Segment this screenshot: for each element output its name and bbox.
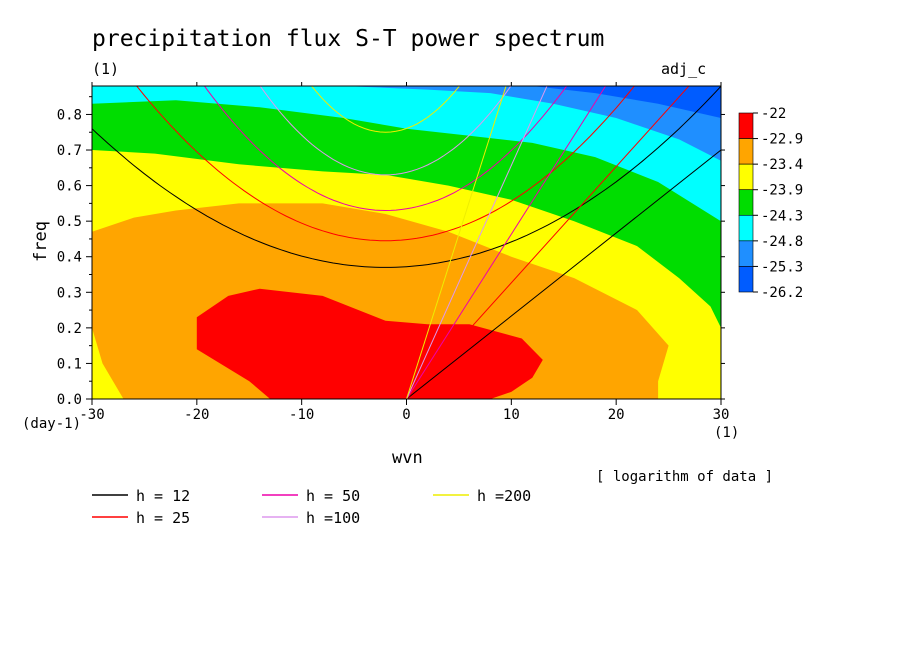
chart-title: precipitation flux S-T power spectrum <box>92 26 604 52</box>
data-note: [ logarithm of data ] <box>596 469 773 485</box>
ig-curve-h100 <box>259 86 512 176</box>
chart-subtitle-left: (1) <box>92 60 119 78</box>
kelvin-line-h12 <box>406 149 721 399</box>
contour-band-6 <box>196 288 543 399</box>
colorbar-swatch <box>738 138 754 165</box>
colorbar-label: -22 <box>761 106 786 122</box>
ig-curve-h12 <box>92 86 721 268</box>
colorbar-label: -24.8 <box>761 234 803 250</box>
colorbar-swatch <box>738 189 754 216</box>
y-tick-label: 0.1 <box>57 356 82 372</box>
x-tick-label: 30 <box>713 407 730 423</box>
x-axis-label: wvn <box>392 448 423 468</box>
y-tick-label: 0.4 <box>57 250 82 266</box>
legend: h = 12 h = 25 h = 50 h =100 h =200 <box>92 487 531 527</box>
axis-ticks: -30 -20 -10 0 10 20 30 0.0 0.1 0.2 0.3 0.4 0.5 0.6 0.7… <box>57 82 730 423</box>
x-tick-label: -30 <box>79 407 104 423</box>
y-tick-label: 0.2 <box>57 321 82 337</box>
colorbar-label: -24.3 <box>761 208 803 224</box>
colorbar-label: -25.3 <box>761 259 803 275</box>
colorbar-swatch <box>738 214 754 242</box>
colorbar-swatch <box>738 266 754 293</box>
legend-label-h200: h =200 <box>477 487 531 505</box>
y-tick-label: 0.8 <box>57 107 82 123</box>
y-tick-label: 0.3 <box>57 285 82 301</box>
colorbar-label: -23.4 <box>761 157 803 173</box>
y-tick-label: 0.7 <box>57 143 82 159</box>
x-tick-label: -10 <box>289 407 314 423</box>
legend-label-h50: h = 50 <box>306 487 360 505</box>
ig-curve-h25 <box>136 86 636 242</box>
x-unit-label: (1) <box>714 425 739 441</box>
colorbar-swatch <box>738 240 754 267</box>
x-tick-label: -20 <box>184 407 209 423</box>
contour-band-0 <box>637 86 721 94</box>
colorbar-label: -26.2 <box>761 285 803 301</box>
y-tick-label: 0.5 <box>57 214 82 230</box>
x-tick-label: 10 <box>503 407 520 423</box>
kelvin-line-h25 <box>406 86 690 399</box>
x-tick-label: 0 <box>402 407 410 423</box>
y-unit-label: (day-1) <box>22 416 81 432</box>
legend-label-h12: h = 12 <box>136 487 190 505</box>
plot-area <box>92 86 721 399</box>
y-tick-label: 0.0 <box>57 392 82 408</box>
kelvin-line-h200 <box>406 86 507 399</box>
kelvin-line-h100 <box>406 86 548 399</box>
chart-subtitle-right: adj_c <box>661 60 706 78</box>
legend-label-h25: h = 25 <box>136 509 190 527</box>
x-tick-label: 20 <box>608 407 625 423</box>
ig-curve-h200 <box>310 86 461 133</box>
dispersion-curves <box>92 86 721 399</box>
ig-curve-h50 <box>203 86 568 212</box>
legend-label-h100: h =100 <box>306 509 360 527</box>
colorbar-label: -22.9 <box>761 132 803 148</box>
colorbar-label: -23.9 <box>761 183 803 199</box>
colorbar-swatch <box>738 163 754 191</box>
y-axis-label: freq <box>31 221 51 262</box>
colorbar-swatch <box>738 112 754 139</box>
kelvin-line-h50 <box>406 86 607 399</box>
y-tick-label: 0.6 <box>57 179 82 195</box>
colorbar: -22 -22.9 -23.4 -23.9 -24.3 -24.8 -25.3 -26.2 <box>738 106 803 301</box>
